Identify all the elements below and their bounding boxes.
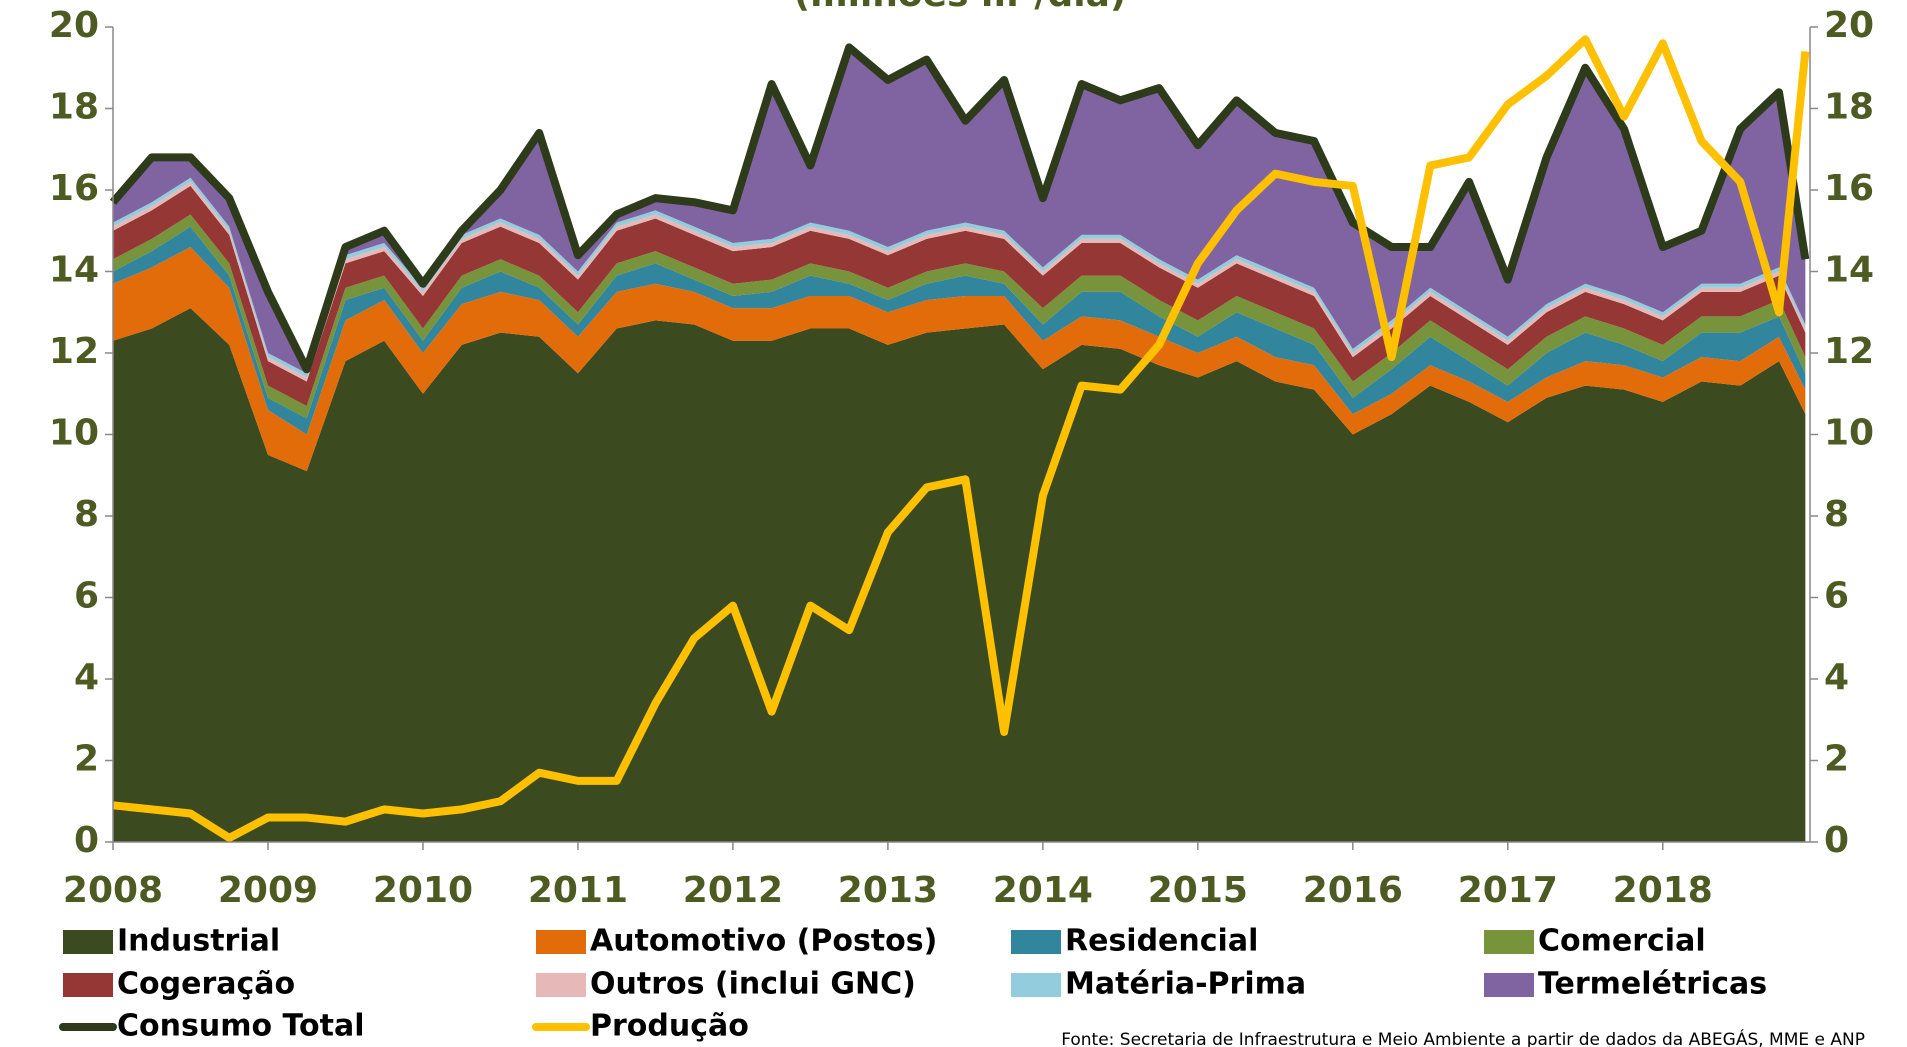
- y-tick-label: 2: [74, 739, 99, 780]
- legend-swatch: [63, 973, 113, 997]
- x-tick-label: 2015: [1148, 870, 1248, 911]
- x-tick-label: 2009: [218, 870, 318, 911]
- legend-label: Automotivo (Postos): [590, 924, 937, 959]
- y2-tick-label: 8: [1824, 494, 1849, 535]
- y2-tick-label: 6: [1824, 576, 1849, 617]
- x-tick-label: 2014: [993, 870, 1093, 911]
- y-tick-label: 6: [74, 576, 99, 617]
- area: [113, 226, 1806, 435]
- y2-tick-label: 12: [1824, 331, 1874, 372]
- legend-swatch: [1011, 973, 1061, 997]
- y-tick-label: 0: [74, 820, 99, 861]
- legend-swatch: [536, 973, 586, 997]
- area: [113, 214, 1806, 419]
- legend-label: Consumo Total: [117, 1009, 364, 1044]
- y2-tick-label: 0: [1824, 820, 1849, 861]
- area: [113, 247, 1806, 472]
- legend-label: Outros (inclui GNC): [590, 967, 916, 1002]
- y-tick-label: 10: [49, 413, 99, 454]
- y2-tick-label: 10: [1824, 413, 1874, 454]
- y-tick-label: 14: [49, 250, 99, 291]
- area: [113, 47, 1806, 374]
- line: [112, 35, 1810, 842]
- legend-swatch: [1011, 930, 1061, 954]
- x-tick-label: 2017: [1458, 870, 1558, 911]
- x-tick-label: 2010: [373, 870, 473, 911]
- y2-tick-label: 14: [1824, 250, 1874, 291]
- y-tick-label: 12: [49, 331, 99, 372]
- x-tick-label: 2018: [1613, 870, 1713, 911]
- x-tick-label: 2008: [63, 870, 163, 911]
- legend-label: Residencial: [1065, 924, 1258, 959]
- legend-swatch: [536, 930, 586, 954]
- legend-label: Matéria-Prima: [1065, 967, 1306, 1002]
- legend-label: Produção: [590, 1009, 749, 1044]
- y2-tick-label: 4: [1824, 657, 1849, 698]
- y-tick-label: 16: [49, 168, 99, 209]
- legend-swatch: [1484, 930, 1534, 954]
- legend-swatch: [63, 930, 113, 954]
- x-tick-label: 2012: [683, 870, 783, 911]
- legend-label: Industrial: [117, 924, 280, 959]
- legend-label: Termelétricas: [1538, 967, 1767, 1002]
- y2-tick-label: 2: [1824, 739, 1849, 780]
- y2-tick-label: 20: [1824, 5, 1874, 46]
- y-tick-label: 20: [49, 5, 99, 46]
- y2-tick-label: 16: [1824, 168, 1874, 209]
- legend-label: Cogeração: [117, 967, 295, 1002]
- x-tick-label: 2016: [1303, 870, 1403, 911]
- y2-tick-label: 18: [1824, 87, 1874, 128]
- chart-title: (milhões m³/dia): [794, 0, 1127, 15]
- line: [109, 43, 1810, 374]
- area: [113, 185, 1806, 406]
- legend-swatch: [1484, 973, 1534, 997]
- x-tick-label: 2013: [838, 870, 938, 911]
- x-tick-label: 2011: [528, 870, 628, 911]
- y-tick-label: 8: [74, 494, 99, 535]
- y-tick-label: 18: [49, 87, 99, 128]
- source-note: Fonte: Secretaria de Infraestrutura e Me…: [1061, 1028, 1865, 1047]
- legend-label: Comercial: [1538, 924, 1706, 959]
- y-tick-label: 4: [74, 657, 99, 698]
- area: [113, 308, 1806, 842]
